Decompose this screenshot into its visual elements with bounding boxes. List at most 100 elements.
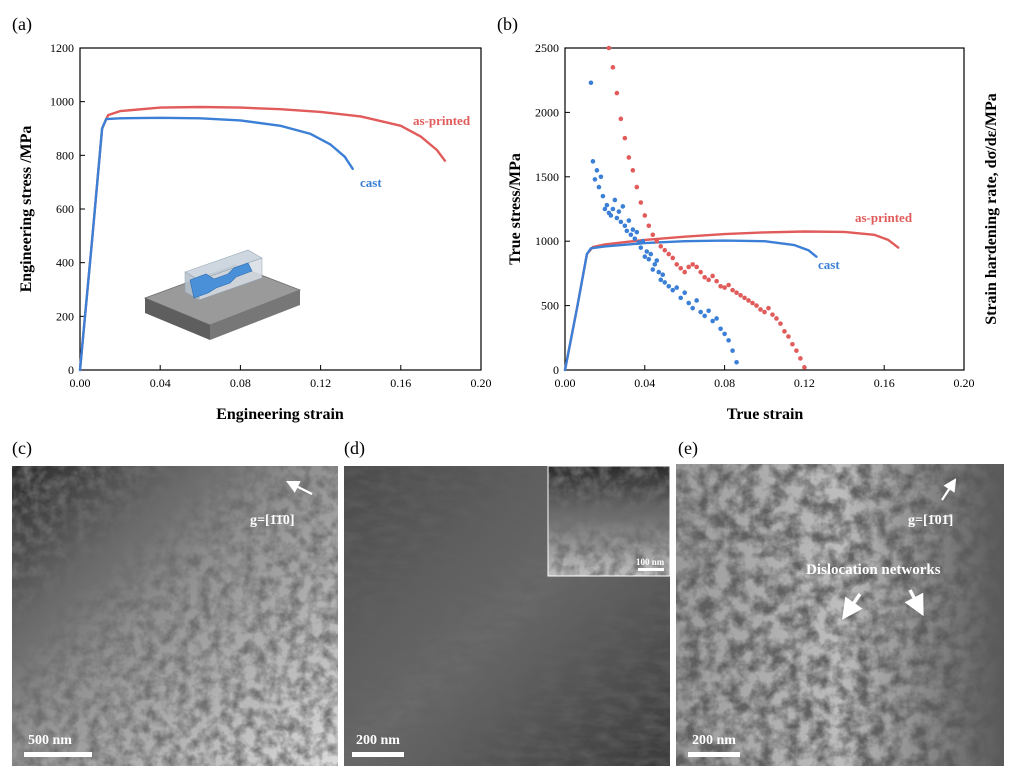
- chart-b-true-stress-strain: 0.00 0.04 0.08 0.12 0.16 0.20 0 500 1000 1500 2000…: [507, 41, 1000, 423]
- chart-b-ytick-label: 500: [541, 299, 559, 313]
- chart-b-point-as-printed-d-d: [730, 287, 735, 293]
- chart-b-point-cast-d-d: [646, 256, 652, 262]
- chart-b-point-as-printed-d-d: [650, 232, 656, 238]
- chart-b-point-cast-d-d: [698, 309, 703, 315]
- chart-b-point-as-printed-d-d: [754, 303, 759, 308]
- micrograph-d-scalebar-label: 200 nm: [356, 733, 400, 748]
- chart-a-label-cast: cast: [360, 175, 382, 190]
- chart-b-point-as-printed-d-d: [626, 155, 632, 160]
- chart-b-point-cast-d-d: [650, 267, 656, 272]
- chart-a-ticks: 0.00 0.04 0.08 0.12 0.16 0.20 0 200 400 600 800 100…: [50, 41, 492, 390]
- chart-b-point-cast-d-d: [670, 287, 676, 293]
- micrograph-d-scalebar: [352, 752, 404, 757]
- chart-b-point-cast-d-d: [626, 218, 632, 223]
- chart-b-point-cast-d-d: [616, 209, 622, 214]
- micrograph-d: 100 nm 200 nm: [344, 465, 671, 766]
- chart-b-point-cast-d-d: [714, 316, 719, 321]
- chart-b-point-cast-d-d: [630, 227, 636, 232]
- chart-b-ytick-label: 1500: [535, 170, 559, 184]
- chart-b-point-cast-d-d: [628, 232, 634, 238]
- micrograph-d-inset-scalebar: [638, 568, 664, 571]
- chart-b-point-as-printed-d-d: [702, 274, 707, 280]
- chart-a-xtick-label: 0.16: [390, 376, 411, 390]
- chart-b-point-cast-d-d: [642, 254, 648, 259]
- chart-b-point-as-printed-d-d: [662, 247, 668, 253]
- chart-a-specimen-inset: [143, 249, 302, 340]
- chart-b-plot-frame: [564, 47, 965, 371]
- chart-a-plot-frame: [79, 47, 482, 371]
- chart-b-point-as-printed-d-d: [766, 305, 771, 311]
- chart-a-xtick-label: 0.20: [471, 376, 492, 390]
- panel-label-a: (a): [12, 14, 32, 35]
- chart-b-point-cast-d-d: [648, 251, 654, 257]
- panel-label-c: (c): [12, 438, 32, 459]
- chart-b-ytick-label: 2500: [535, 41, 559, 55]
- chart-b-point-as-printed-d-d: [614, 90, 620, 96]
- chart-a-label-as-printed: as-printed: [413, 113, 471, 128]
- chart-b-point-as-printed-d-d: [722, 285, 727, 290]
- chart-b-point-cast-d-d: [592, 177, 598, 182]
- micrograph-e-g-vector: g=[1̄01̄]: [908, 513, 953, 528]
- micrograph-e-annotation-arrow-right: [904, 589, 924, 617]
- chart-a-xtick-label: 0.08: [230, 376, 251, 390]
- chart-b-point-as-printed-d-d: [746, 298, 751, 303]
- micrograph-e-annotation: Dislocation networks: [806, 562, 941, 578]
- chart-b-point-as-printed-d-d: [634, 184, 640, 190]
- chart-b-point-as-printed-d-d: [638, 200, 644, 205]
- chart-b-point-cast-d-d: [618, 219, 624, 225]
- panel-label-e: (e): [678, 438, 698, 459]
- chart-a-ytick-label: 200: [56, 309, 74, 323]
- chart-b-point-cast-d-d: [608, 213, 614, 218]
- chart-a-ytick-label: 400: [56, 256, 74, 270]
- chart-b-point-as-printed-d-d: [606, 45, 612, 51]
- chart-b-point-as-printed-d-d: [706, 277, 711, 283]
- chart-b-point-cast-d-d: [686, 300, 691, 306]
- chart-b-point-cast-d-d: [612, 197, 618, 203]
- chart-b-point-as-printed-d-d: [698, 269, 703, 275]
- chart-a-line-as-printed: [78, 105, 447, 372]
- chart-b-point-cast-d-d: [710, 318, 715, 324]
- micrograph-c: g=[1̄1̄0] 500 nm: [12, 466, 338, 766]
- chart-b-point-cast-d-d: [640, 238, 646, 244]
- micrograph-e-annotation-arrow-left: [842, 593, 863, 620]
- chart-b-ylabel-right: Strain hardening rate, dσ/dε/MPa: [983, 93, 1000, 325]
- chart-b-point-as-printed-d-d: [714, 278, 719, 284]
- chart-a-ytick-label: 1200: [50, 41, 74, 55]
- micrograph-c-scalebar: [24, 752, 92, 757]
- chart-b-ytick-label: 0: [553, 363, 559, 377]
- chart-b-point-as-printed-d-d: [678, 265, 684, 271]
- chart-b-point-cast-d-d: [614, 215, 620, 221]
- chart-b-point-cast-d-d: [598, 174, 604, 180]
- chart-a-series: [78, 105, 447, 372]
- chart-b-point-as-printed-d-d: [658, 244, 664, 249]
- micrograph-c-g-arrow: [286, 481, 313, 495]
- chart-b-point-cast-d-d: [594, 168, 600, 173]
- chart-b-label-cast: cast: [818, 257, 840, 272]
- chart-b-point-cast-d-d: [624, 228, 630, 234]
- chart-b-point-as-printed-d-d: [654, 238, 660, 244]
- chart-b-point-as-printed-d-d: [622, 135, 628, 141]
- chart-a-xtick-label: 0.04: [150, 376, 171, 390]
- micrograph-e: g=[1̄01̄] Dislocation networks 200 nm: [676, 464, 1004, 766]
- chart-b-point-as-printed-d-d: [718, 283, 723, 289]
- chart-b-point-cast-d-d: [694, 298, 699, 303]
- micrograph-e-scalebar-label: 200 nm: [692, 733, 736, 748]
- chart-b-point-as-printed-d-d: [686, 264, 691, 270]
- chart-b-point-cast-d-d: [588, 80, 594, 86]
- chart-b-point-cast-d-d: [666, 283, 672, 289]
- chart-b-point-cast-d-d: [702, 313, 707, 319]
- chart-b-point-cast-d-d: [690, 305, 695, 311]
- chart-b-point-as-printed-d-d: [646, 223, 652, 229]
- chart-b-point-as-printed-d-d: [782, 329, 787, 334]
- chart-b-point-as-printed-d-d: [750, 300, 755, 306]
- chart-b-point-cast-d-d: [734, 359, 739, 365]
- chart-b-label-as-printed: as-printed: [855, 210, 913, 225]
- chart-a-ytick-label: 1000: [50, 95, 74, 109]
- chart-b-point-cast-d-d: [604, 202, 610, 208]
- chart-b-point-as-printed-d-d: [794, 348, 799, 353]
- chart-b-point-cast-d-d: [652, 262, 658, 267]
- chart-b-xtick-label: 0.16: [874, 376, 895, 390]
- chart-b-point-as-printed-d-d: [770, 312, 775, 317]
- chart-b-xtick-label: 0.20: [954, 376, 975, 390]
